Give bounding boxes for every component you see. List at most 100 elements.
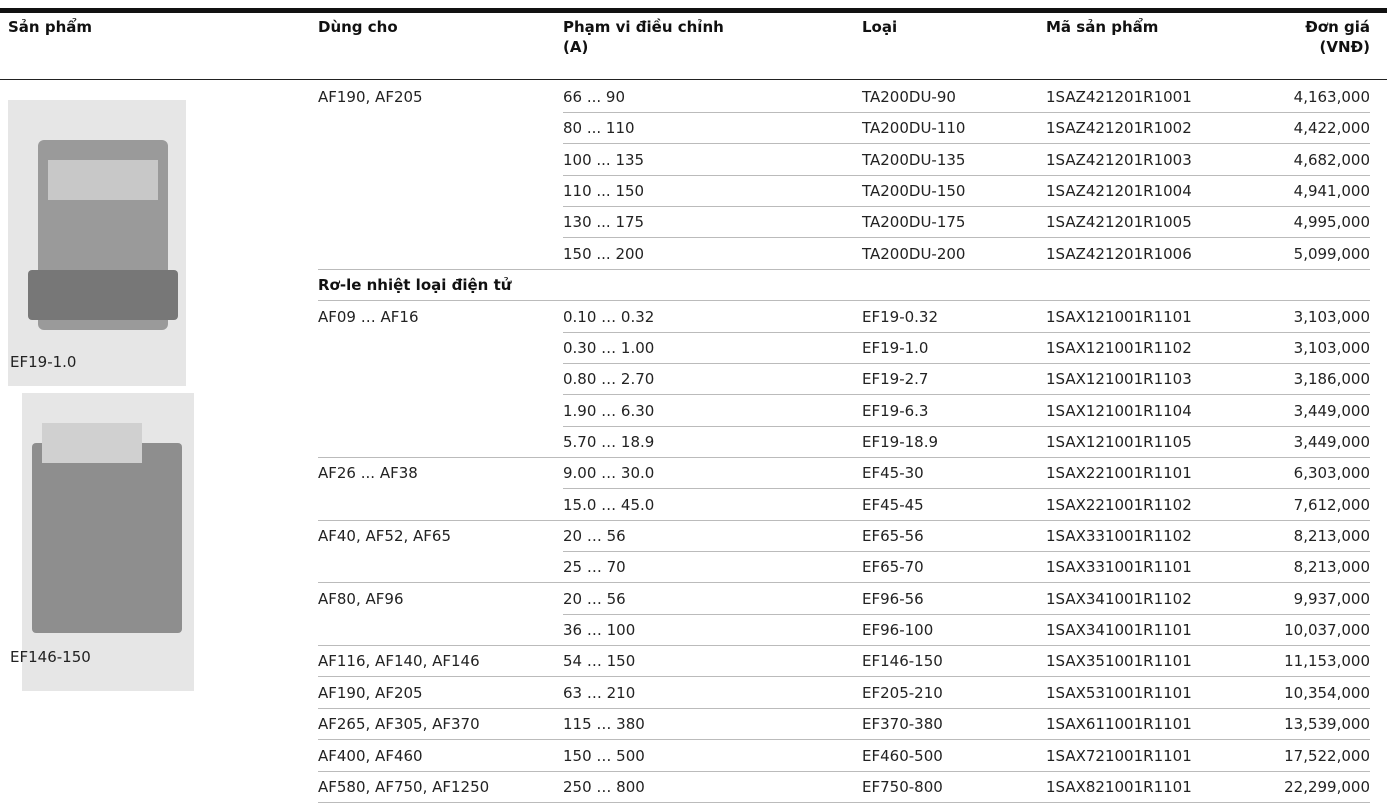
row-rule — [563, 206, 1370, 207]
type: TA200DU-110 — [862, 119, 966, 138]
type: EF45-45 — [862, 495, 924, 514]
price: 8,213,000 — [1293, 527, 1370, 546]
product-image — [22, 393, 194, 691]
code: 1SAX341001R1101 — [1046, 621, 1192, 640]
code: 1SAX821001R1101 — [1046, 777, 1192, 796]
row-rule — [563, 332, 1370, 333]
product-image — [8, 100, 186, 386]
type: TA200DU-90 — [862, 88, 956, 106]
price: 9,937,000 — [1293, 589, 1370, 608]
code: 1SAZ421201R1006 — [1046, 244, 1192, 263]
type: EF146-150 — [862, 652, 943, 671]
range: 80 ... 110 — [563, 119, 635, 138]
code: 1SAX221001R1101 — [1046, 464, 1192, 483]
column-header: Mã sản phẩm — [1046, 18, 1159, 36]
code: 1SAZ421201R1002 — [1046, 119, 1192, 138]
code: 1SAX351001R1101 — [1046, 652, 1192, 671]
type: EF65-56 — [862, 527, 924, 546]
price: 4,995,000 — [1293, 213, 1370, 232]
price: 3,449,000 — [1293, 432, 1370, 451]
used-for: AF09 … AF16 — [318, 307, 419, 326]
range: 1.90 … 6.30 — [563, 401, 655, 420]
row-rule — [563, 175, 1370, 176]
image-caption: EF146-150 — [10, 648, 91, 666]
column-header: Sản phẩm — [8, 18, 92, 36]
row-rule — [318, 645, 1370, 646]
code: 1SAX121001R1105 — [1046, 432, 1192, 451]
used-for: AF26 ... AF38 — [318, 464, 418, 483]
range: 63 … 210 — [563, 683, 636, 702]
used-for: AF580, AF750, AF1250 — [318, 777, 490, 796]
used-for: AF190, AF205 — [318, 683, 423, 702]
price: 22,299,000 — [1284, 777, 1370, 796]
range: 9.00 … 30.0 — [563, 464, 655, 483]
code: 1SAX221001R1102 — [1046, 495, 1192, 514]
price: 6,303,000 — [1293, 464, 1370, 483]
code: 1SAX341001R1102 — [1046, 589, 1192, 608]
range: 54 … 150 — [563, 652, 636, 671]
type: EF19-1.0 — [862, 338, 929, 357]
code: 1SAZ421201R1005 — [1046, 213, 1192, 232]
type: EF19-6.3 — [862, 401, 929, 420]
row-rule — [318, 676, 1370, 677]
type: EF19-0.32 — [862, 307, 939, 326]
code: 1SAX121001R1101 — [1046, 307, 1192, 326]
top-rule — [0, 8, 1387, 13]
type: EF96-56 — [862, 589, 924, 608]
type: EF65-70 — [862, 558, 924, 577]
used-for: AF40, AF52, AF65 — [318, 527, 452, 546]
row-rule — [563, 488, 1370, 489]
code: 1SAX611001R1101 — [1046, 715, 1192, 734]
used-for: AF265, AF305, AF370 — [318, 715, 480, 734]
row-rule — [318, 520, 1370, 521]
row-rule — [318, 708, 1370, 709]
code: 1SAX531001R1101 — [1046, 683, 1192, 702]
used-for: AF80, AF96 — [318, 589, 404, 608]
price: 10,037,000 — [1284, 621, 1370, 640]
column-header: Loại — [862, 18, 898, 36]
type: TA200DU-200 — [862, 244, 966, 263]
row-rule — [318, 771, 1370, 772]
row-rule — [563, 112, 1370, 113]
row-rule — [318, 457, 1370, 458]
type: EF750-800 — [862, 777, 943, 796]
code: 1SAX721001R1101 — [1046, 746, 1192, 765]
code: 1SAX331001R1101 — [1046, 558, 1192, 577]
used-for: AF190, AF205 — [318, 88, 423, 106]
range: 110 ... 150 — [563, 182, 645, 201]
price: 17,522,000 — [1284, 746, 1370, 765]
type: EF19-2.7 — [862, 370, 929, 389]
price: 13,539,000 — [1284, 715, 1370, 734]
column-header: Dùng cho — [318, 18, 398, 36]
range: 150 ... 200 — [563, 244, 645, 263]
code: 1SAX331001R1102 — [1046, 527, 1192, 546]
price: 4,422,000 — [1293, 119, 1370, 138]
row-rule — [563, 426, 1370, 427]
row-rule — [563, 363, 1370, 364]
price: 8,213,000 — [1293, 558, 1370, 577]
range: 15.0 … 45.0 — [563, 495, 655, 514]
range: 130 ... 175 — [563, 213, 645, 232]
range: 250 … 800 — [563, 777, 645, 796]
range: 66 ... 90 — [563, 88, 626, 106]
price: 11,153,000 — [1284, 652, 1370, 671]
column-header: Đơn giá — [1305, 18, 1370, 36]
range: 5.70 … 18.9 — [563, 432, 655, 451]
column-header: (A) — [563, 38, 589, 56]
type: EF45-30 — [862, 464, 924, 483]
code: 1SAZ421201R1004 — [1046, 182, 1192, 201]
range: 100 ... 135 — [563, 150, 645, 169]
price: 3,103,000 — [1293, 307, 1370, 326]
range: 20 … 56 — [563, 589, 626, 608]
header-rule — [0, 79, 1387, 80]
row-rule — [563, 394, 1370, 395]
price: 5,099,000 — [1293, 244, 1370, 263]
type: EF460-500 — [862, 746, 943, 765]
code: 1SAX121001R1102 — [1046, 338, 1192, 357]
used-for: AF116, AF140, AF146 — [318, 652, 480, 671]
type: EF370-380 — [862, 715, 943, 734]
column-header: (VNĐ) — [1319, 38, 1370, 56]
price: 3,186,000 — [1293, 370, 1370, 389]
price: 4,941,000 — [1293, 182, 1370, 201]
type: TA200DU-150 — [862, 182, 966, 201]
